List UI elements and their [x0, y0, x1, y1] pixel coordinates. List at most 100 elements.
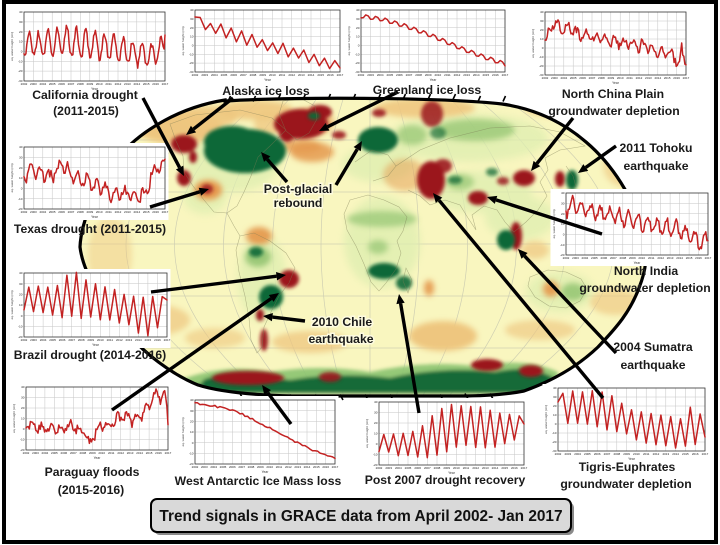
svg-text:2004 Sumatra: 2004 Sumatra: [613, 340, 692, 354]
svg-text:2017: 2017: [683, 76, 690, 80]
svg-text:30: 30: [19, 155, 23, 159]
svg-text:2011: 2011: [108, 451, 115, 455]
svg-text:-10: -10: [552, 431, 557, 435]
svg-text:-10: -10: [18, 197, 23, 201]
svg-text:30: 30: [190, 409, 194, 413]
svg-text:10: 10: [374, 432, 378, 436]
svg-text:2007: 2007: [238, 465, 245, 469]
svg-text:2008: 2008: [613, 452, 620, 456]
svg-text:2016: 2016: [322, 465, 329, 469]
svg-text:2002: 2002: [563, 256, 570, 260]
svg-text:2003: 2003: [551, 76, 558, 80]
svg-text:-10: -10: [355, 52, 360, 56]
svg-text:2013: 2013: [482, 466, 489, 470]
svg-text:2004: 2004: [211, 73, 218, 77]
svg-text:20: 20: [19, 292, 23, 296]
svg-text:2013: 2013: [662, 452, 669, 456]
svg-text:2011: 2011: [643, 452, 650, 456]
svg-text:2005: 2005: [49, 82, 56, 86]
svg-text:Post-glacial: Post-glacial: [264, 182, 332, 196]
svg-text:2017: 2017: [705, 256, 712, 260]
svg-text:2003: 2003: [201, 73, 208, 77]
svg-text:10: 10: [190, 430, 194, 434]
svg-text:2004: 2004: [560, 76, 567, 80]
svg-text:2002: 2002: [358, 73, 365, 77]
svg-text:2013: 2013: [126, 338, 133, 342]
svg-text:2014: 2014: [672, 452, 679, 456]
svg-text:2009: 2009: [425, 73, 432, 77]
svg-text:-10: -10: [560, 243, 565, 247]
svg-text:2006: 2006: [59, 338, 66, 342]
svg-text:2009: 2009: [86, 82, 93, 86]
svg-text:20: 20: [190, 419, 194, 423]
svg-text:30: 30: [21, 396, 25, 400]
svg-text:2010: 2010: [638, 256, 645, 260]
svg-text:2017: 2017: [521, 466, 528, 470]
svg-text:groundwater depletion: groundwater depletion: [548, 104, 679, 118]
svg-text:0: 0: [21, 186, 23, 190]
svg-text:2009: 2009: [629, 256, 636, 260]
svg-text:-20: -20: [189, 462, 194, 466]
svg-text:-20: -20: [373, 463, 378, 467]
svg-text:eq. water height (cm): eq. water height (cm): [544, 405, 548, 434]
svg-text:2004: 2004: [210, 465, 217, 469]
svg-text:40: 40: [540, 10, 544, 14]
svg-text:eq. water height (cm): eq. water height (cm): [10, 32, 14, 61]
svg-text:2006: 2006: [230, 73, 237, 77]
svg-text:2003: 2003: [30, 210, 37, 214]
svg-text:20: 20: [190, 26, 194, 30]
svg-text:2007: 2007: [610, 256, 617, 260]
svg-text:2011: 2011: [105, 210, 112, 214]
svg-text:2004: 2004: [39, 210, 46, 214]
svg-text:2014: 2014: [133, 210, 140, 214]
svg-text:10: 10: [21, 417, 25, 421]
svg-text:-20: -20: [20, 448, 25, 452]
svg-text:Trend signals in GRACE data fr: Trend signals in GRACE data from April 2…: [159, 508, 562, 525]
svg-text:30: 30: [190, 17, 194, 21]
svg-text:California drought: California drought: [32, 88, 138, 102]
svg-text:2013: 2013: [127, 451, 134, 455]
svg-text:0: 0: [21, 50, 23, 54]
svg-text:2014: 2014: [135, 338, 142, 342]
svg-text:2010: 2010: [453, 466, 460, 470]
svg-text:2017: 2017: [502, 73, 509, 77]
svg-text:-20: -20: [539, 64, 544, 68]
svg-text:2011: 2011: [444, 73, 451, 77]
svg-text:2016: 2016: [152, 210, 159, 214]
svg-text:2005: 2005: [386, 73, 393, 77]
svg-text:2012: 2012: [657, 256, 664, 260]
svg-text:0: 0: [555, 422, 557, 426]
svg-text:-20: -20: [18, 69, 23, 73]
svg-text:2004: 2004: [377, 73, 384, 77]
svg-text:groundwater depletion: groundwater depletion: [579, 281, 710, 295]
svg-text:Greenland ice loss: Greenland ice loss: [373, 83, 482, 97]
svg-text:Year: Year: [634, 261, 642, 265]
svg-text:2015: 2015: [145, 338, 152, 342]
svg-text:North India: North India: [614, 264, 679, 278]
svg-text:2016: 2016: [154, 338, 161, 342]
svg-text:2007: 2007: [68, 82, 75, 86]
svg-text:2017: 2017: [162, 210, 169, 214]
svg-text:2008: 2008: [598, 76, 605, 80]
svg-text:40: 40: [561, 191, 565, 195]
svg-text:2002: 2002: [192, 73, 199, 77]
svg-text:2016: 2016: [511, 466, 518, 470]
svg-text:20: 20: [561, 212, 565, 216]
svg-text:eq. water height (cm): eq. water height (cm): [531, 29, 535, 58]
svg-text:2016: 2016: [695, 256, 702, 260]
svg-text:0: 0: [192, 441, 194, 445]
svg-text:2002: 2002: [192, 465, 199, 469]
svg-text:2009: 2009: [443, 466, 450, 470]
svg-text:2003: 2003: [564, 452, 571, 456]
svg-text:2010 Chile: 2010 Chile: [312, 315, 373, 329]
svg-text:0: 0: [358, 44, 360, 48]
svg-text:40: 40: [553, 386, 557, 390]
svg-text:Tigris-Euphrates: Tigris-Euphrates: [579, 460, 676, 474]
svg-text:2002: 2002: [21, 338, 28, 342]
svg-text:2011: 2011: [107, 338, 114, 342]
svg-text:2014: 2014: [492, 466, 499, 470]
svg-text:2012: 2012: [636, 76, 643, 80]
svg-text:10: 10: [553, 413, 557, 417]
svg-text:10: 10: [561, 222, 565, 226]
svg-text:2006: 2006: [58, 82, 65, 86]
